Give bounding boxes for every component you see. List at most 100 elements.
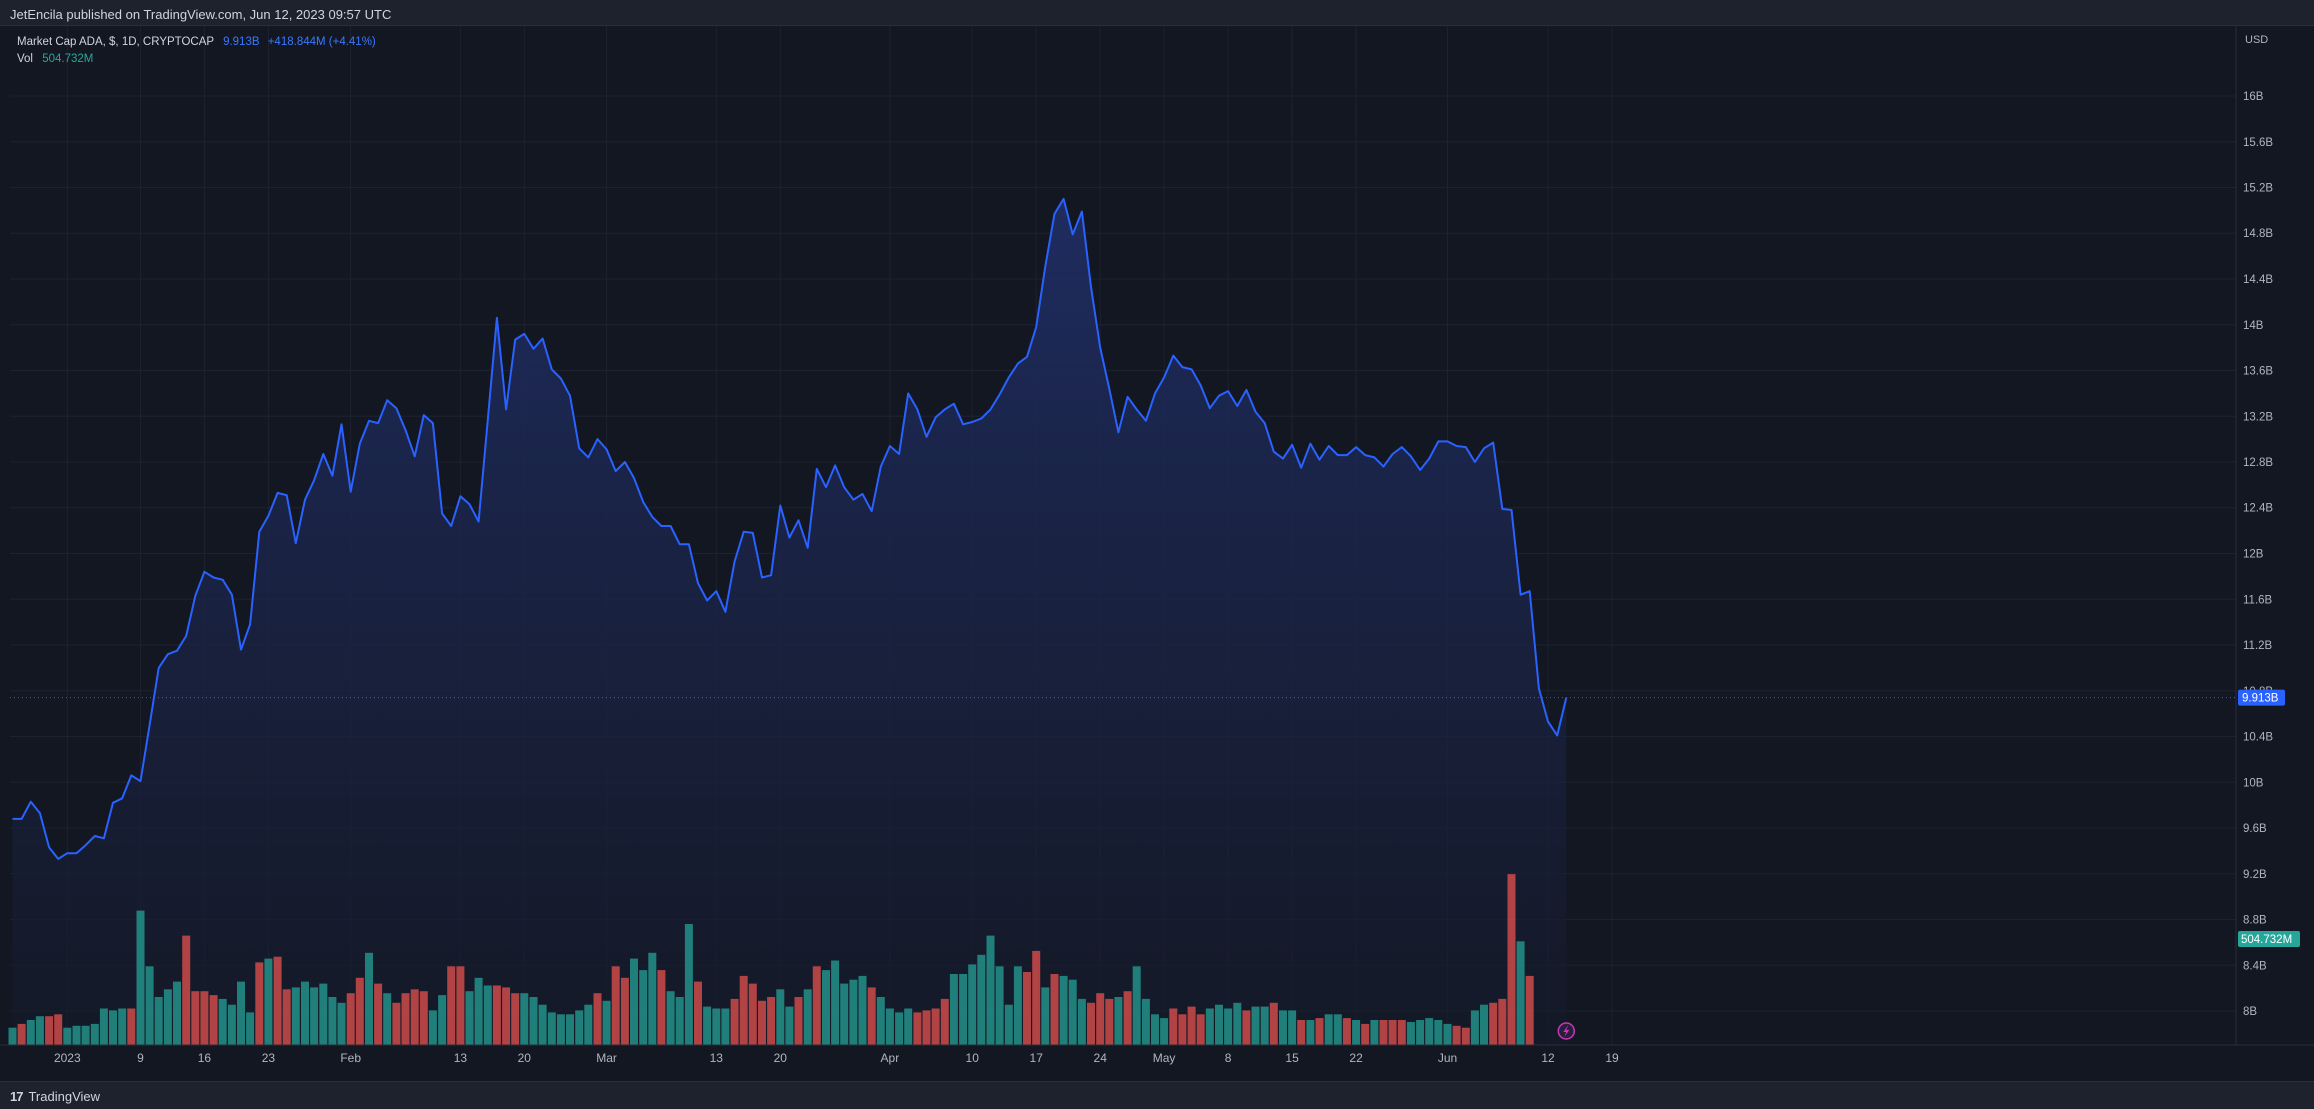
volume-bar	[666, 991, 675, 1045]
volume-bar	[483, 985, 492, 1045]
volume-bar	[1004, 1004, 1013, 1045]
volume-bar	[904, 1008, 913, 1045]
volume-bar	[1352, 1020, 1361, 1045]
volume-bar	[1342, 1018, 1351, 1045]
time-scale-tick: Apr	[881, 1051, 900, 1065]
time-scale-tick: 2023	[54, 1051, 81, 1065]
volume-bar	[611, 966, 620, 1045]
volume-bar	[1041, 987, 1050, 1045]
volume-bar	[940, 998, 949, 1045]
tradingview-brand: TradingView	[28, 1089, 101, 1104]
market-cap-chart[interactable]: USD 16B 15.6B 15.2B 14.8B 14.4B 14B 13.6B 13.2B 1…	[0, 26, 2314, 1081]
tradingview-logo[interactable]: 17 TradingView	[10, 1089, 100, 1104]
volume-bar	[913, 1012, 922, 1045]
legend-symbol[interactable]: Market Cap ADA, $, 1D, CRYPTOCAP	[17, 36, 214, 48]
legend-vol-label[interactable]: Vol	[17, 53, 33, 65]
volume-bar	[90, 1023, 99, 1045]
volume-bar	[721, 1008, 730, 1045]
volume-bar	[949, 974, 958, 1045]
event-marker-icon	[1557, 1022, 1576, 1040]
volume-bar	[822, 970, 830, 1045]
volume-bar	[1068, 979, 1077, 1045]
volume-bar	[1205, 1008, 1214, 1045]
volume-bar	[931, 1008, 940, 1045]
time-scale-tick: 17	[1030, 1051, 1044, 1065]
time-scale-tick: 10	[966, 1051, 980, 1065]
volume-bar	[529, 997, 538, 1045]
chart-legend: Market Cap ADA, $, 1D, CRYPTOCAP 9.913B …	[17, 34, 376, 68]
volume-bar	[657, 970, 666, 1045]
volume-bar	[593, 993, 602, 1045]
time-scale-tick: 13	[710, 1051, 724, 1065]
price-scale-tick: 8B	[2243, 1006, 2257, 1018]
time-scale-tick: 15	[1285, 1051, 1299, 1065]
volume-bar	[712, 1008, 721, 1045]
last-volume-label: 504.732M	[2241, 934, 2292, 946]
volume-bar	[301, 981, 309, 1045]
volume-bar	[163, 989, 172, 1045]
volume-bar	[1141, 998, 1150, 1045]
volume-bar	[1105, 998, 1114, 1045]
volume-bar	[191, 991, 200, 1045]
volume-bar	[291, 987, 300, 1045]
time-scale-tick: 16	[198, 1051, 212, 1065]
volume-bar	[703, 1006, 712, 1045]
volume-bar	[1269, 1002, 1278, 1045]
volume-bar	[1224, 1008, 1233, 1045]
volume-bar	[547, 1012, 556, 1045]
market-cap-area	[12, 198, 1567, 1045]
volume-bar	[246, 1012, 255, 1045]
volume-bar	[72, 1025, 81, 1045]
volume-bar	[785, 1006, 794, 1045]
price-scale-tick: 16B	[2243, 91, 2264, 103]
volume-bar	[456, 966, 465, 1045]
volume-bar	[1132, 966, 1141, 1045]
price-scale-tick: 15.2B	[2243, 183, 2273, 195]
time-scale-tick: 20	[518, 1051, 532, 1065]
volume-bar	[328, 997, 337, 1045]
volume-bar	[282, 989, 291, 1045]
volume-bar	[995, 966, 1004, 1045]
volume-bars	[8, 874, 1534, 1045]
volume-bar	[968, 964, 977, 1045]
legend-value: 9.913B	[223, 36, 260, 48]
volume-bar	[447, 966, 456, 1045]
volume-bar	[895, 1012, 904, 1045]
volume-bar	[602, 1000, 611, 1045]
volume-bar	[54, 1014, 63, 1045]
volume-bar	[566, 1014, 574, 1045]
volume-bar	[767, 997, 776, 1045]
price-scale-currency: USD	[2245, 34, 2268, 46]
volume-bar	[1151, 1014, 1159, 1045]
volume-bar	[17, 1023, 26, 1045]
volume-bar	[1461, 1027, 1470, 1045]
last-price-badge	[2238, 689, 2285, 706]
volume-bar	[1178, 1014, 1187, 1045]
volume-bar	[812, 966, 821, 1045]
volume-bar	[1315, 1018, 1324, 1045]
volume-bar	[794, 997, 803, 1045]
volume-bar	[438, 995, 447, 1045]
time-scale-tick: 23	[262, 1051, 276, 1065]
volume-bar	[620, 977, 629, 1045]
volume-bar	[154, 997, 163, 1045]
publisher-text: JetEncila published on TradingView.com, …	[10, 7, 392, 22]
volume-bar	[730, 998, 739, 1045]
volume-bar	[648, 952, 657, 1045]
volume-bar	[173, 981, 181, 1045]
volume-bar	[639, 970, 648, 1045]
volume-bar	[1032, 950, 1041, 1045]
volume-bar	[109, 1010, 117, 1045]
volume-bar	[1096, 993, 1105, 1045]
last-volume-badge	[2238, 931, 2300, 947]
price-scale-tick: 8.8B	[2243, 915, 2267, 927]
volume-bar	[867, 987, 876, 1045]
volume-bar	[136, 910, 145, 1045]
volume-bar	[1397, 1020, 1406, 1045]
volume-bar	[885, 1008, 894, 1045]
legend-main-row: Market Cap ADA, $, 1D, CRYPTOCAP 9.913B …	[17, 34, 376, 51]
volume-bar	[1425, 1018, 1434, 1045]
volume-bar	[986, 935, 995, 1045]
volume-bar	[1452, 1025, 1461, 1045]
volume-bar	[1507, 874, 1516, 1045]
